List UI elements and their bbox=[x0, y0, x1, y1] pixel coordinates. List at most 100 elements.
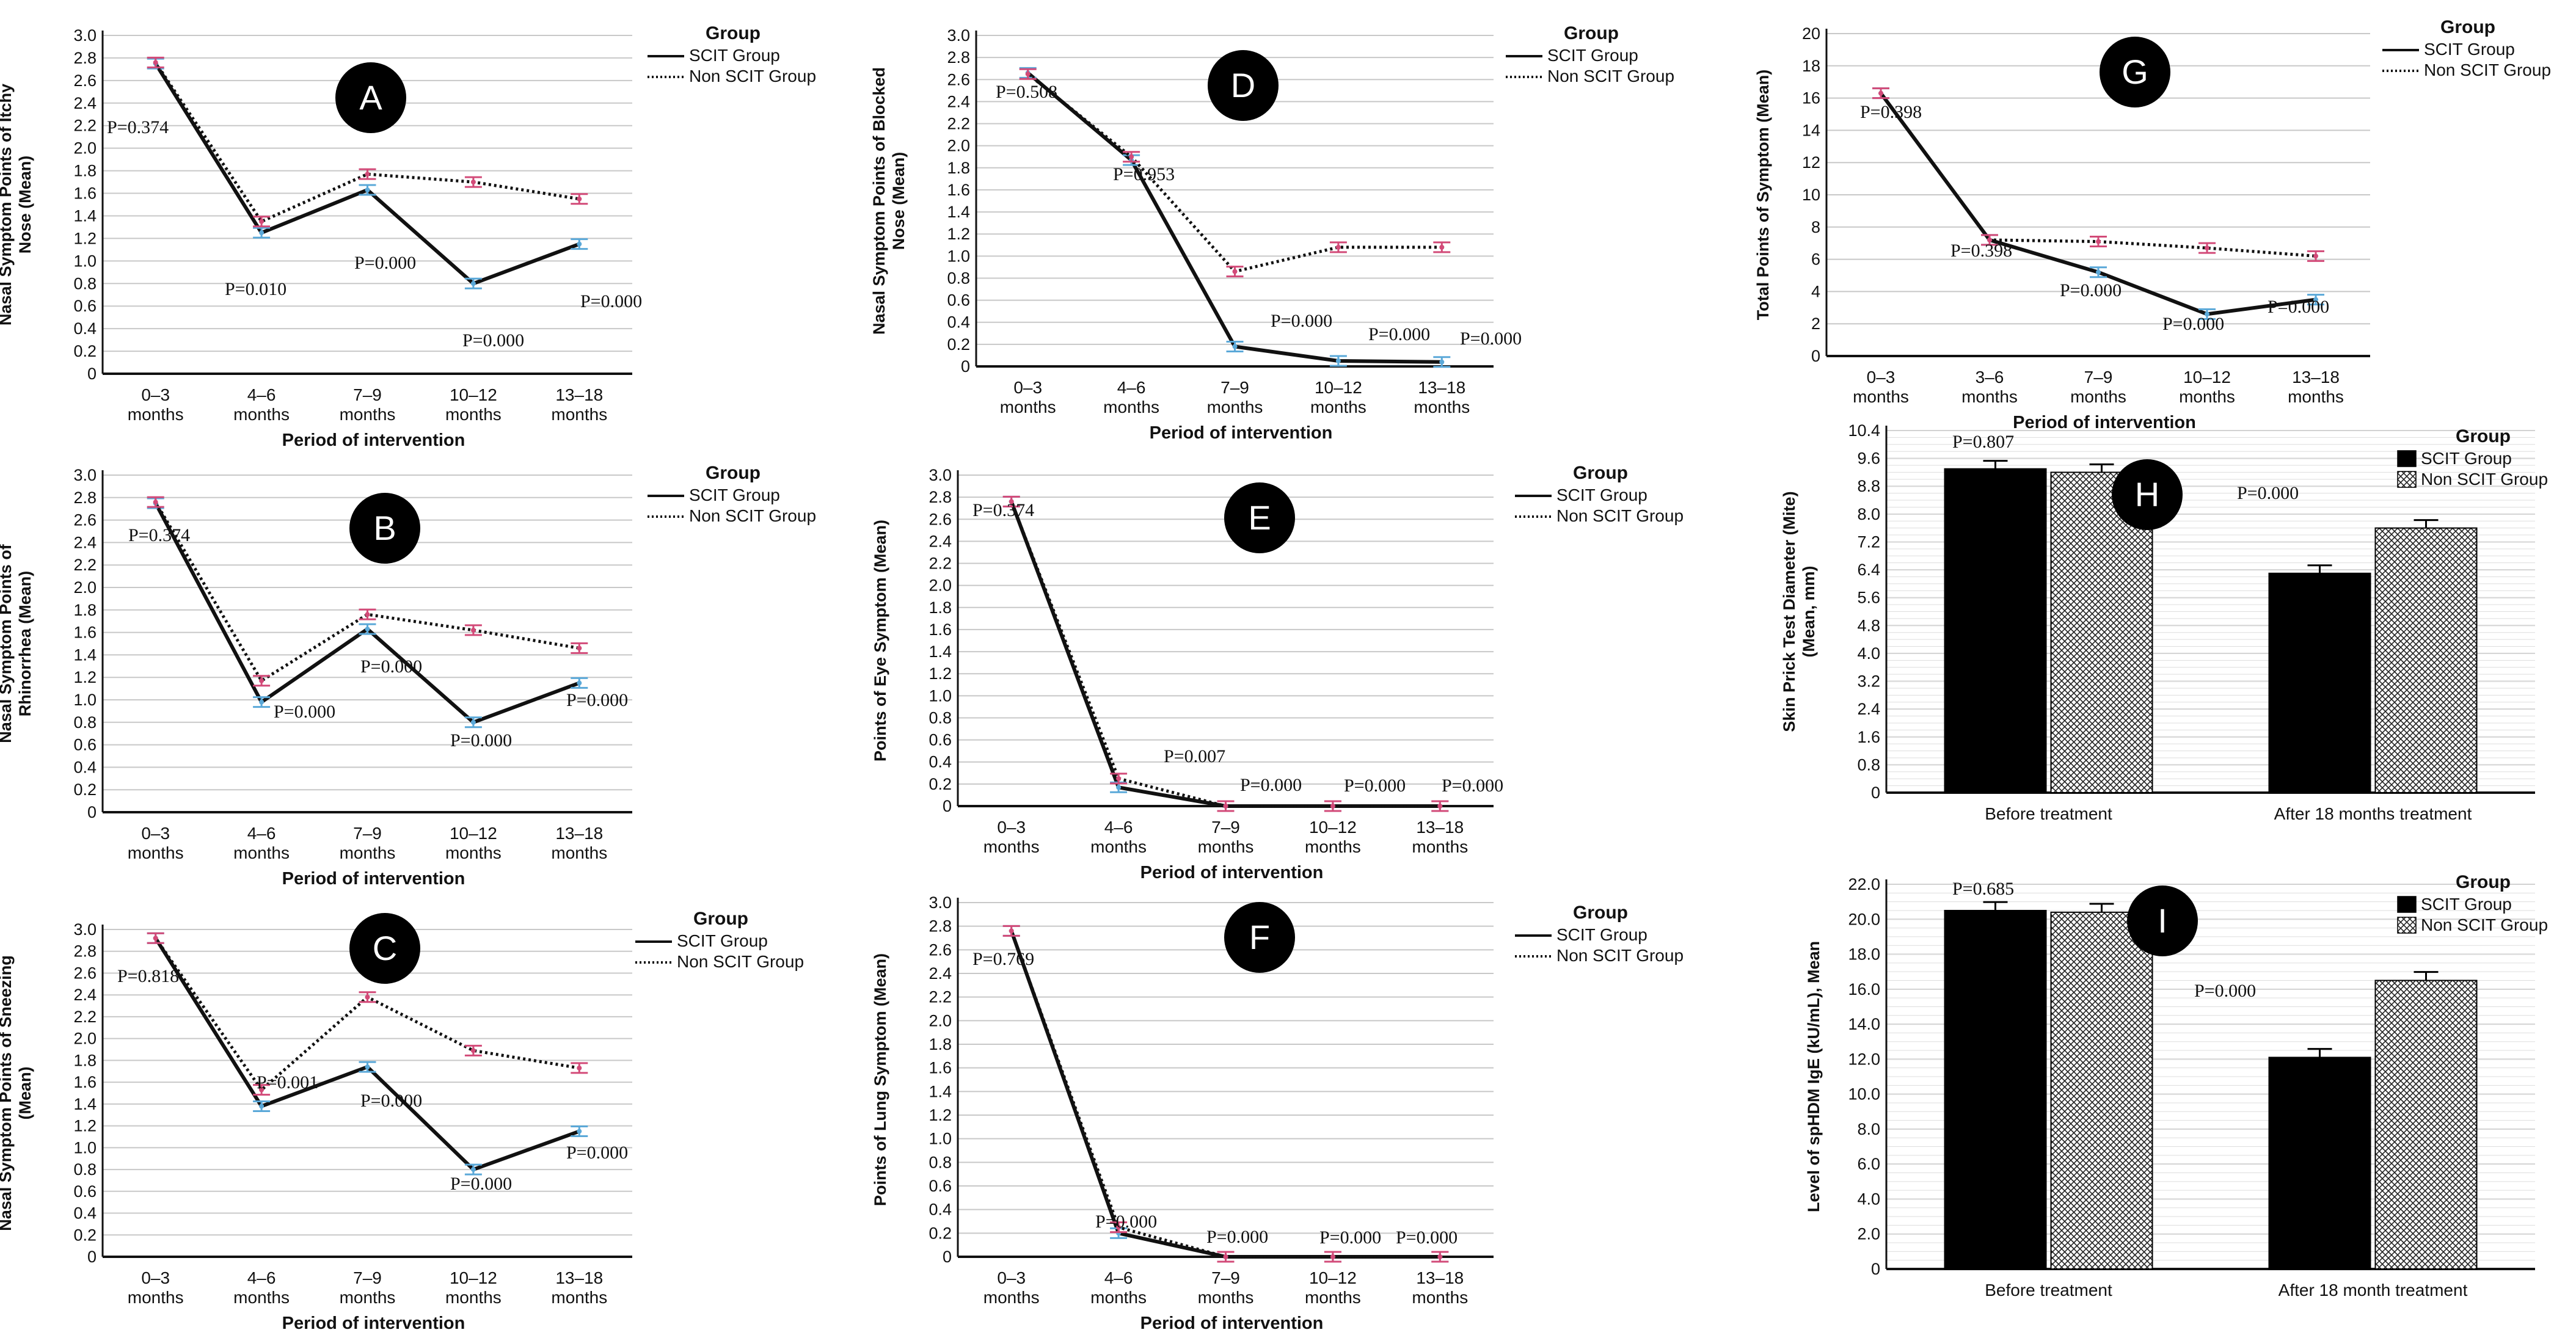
y-tick-label: 2.0 bbox=[1857, 1225, 1880, 1243]
y-tick-label: 0.4 bbox=[73, 758, 97, 776]
x-tick-label: months bbox=[445, 405, 502, 424]
y-tick-label: 10.0 bbox=[1848, 1085, 1880, 1103]
legend-label: SCIT Group bbox=[2421, 449, 2512, 468]
x-axis-label: Period of intervention bbox=[2013, 413, 2196, 432]
x-tick-label: Before treatment bbox=[1985, 804, 2112, 823]
y-tick-label: 0.4 bbox=[929, 1201, 952, 1219]
y-tick-label: 18.0 bbox=[1848, 945, 1880, 964]
x-tick-label: 10–12 bbox=[450, 824, 497, 843]
x-tick-label: 4–6 bbox=[1117, 378, 1146, 397]
non-scit-data-point bbox=[1009, 928, 1014, 934]
y-tick-label: 2.6 bbox=[73, 511, 97, 529]
p-value-label: P=0.818 bbox=[117, 966, 179, 986]
p-value-label: P=0.953 bbox=[1113, 164, 1175, 184]
x-axis-label: Period of intervention bbox=[1150, 423, 1333, 443]
x-tick-label: After 18 months treatment bbox=[2274, 804, 2472, 823]
legend: Group SCIT Group Non SCIT Group bbox=[648, 463, 816, 525]
legend-label: SCIT Group bbox=[689, 485, 780, 504]
panel-badge bbox=[349, 913, 420, 984]
y-tick-label: 1.6 bbox=[947, 181, 970, 199]
x-tick-label: months bbox=[551, 1288, 607, 1307]
p-value-label: P=0.010 bbox=[225, 279, 286, 299]
non-scit-series-line bbox=[154, 501, 580, 683]
x-axis-label: Period of intervention bbox=[282, 431, 465, 450]
y-tick-label: 0.8 bbox=[73, 274, 97, 293]
y-tick-label: 2.8 bbox=[929, 488, 952, 506]
x-tick-label: 10–12 bbox=[450, 1268, 497, 1287]
y-tick-label: 3.2 bbox=[1857, 672, 1880, 691]
non-scit-data-point bbox=[1232, 269, 1238, 274]
y-tick-label: 1.6 bbox=[73, 184, 97, 203]
non-scit-series-line bbox=[1879, 92, 2316, 258]
legend-title: Group bbox=[2456, 426, 2511, 446]
y-tick-label: 1.2 bbox=[929, 1106, 952, 1124]
legend-label: SCIT Group bbox=[1547, 46, 1638, 65]
y-axis-label: Nasal Symptom Points of Itchy bbox=[0, 84, 15, 325]
legend-title: Group bbox=[693, 909, 748, 929]
scit-data-point bbox=[1439, 359, 1445, 365]
y-tick-label: 1.2 bbox=[929, 664, 952, 683]
y-tick-label: 1.0 bbox=[73, 252, 97, 270]
y-tick-label: 1.4 bbox=[929, 1082, 952, 1100]
p-value-label: P=0.000 bbox=[1344, 776, 1406, 796]
x-tick-label: months bbox=[551, 843, 607, 862]
y-tick-label: 2.0 bbox=[73, 1030, 97, 1048]
y-tick-label: 3.0 bbox=[929, 893, 952, 912]
y-tick-label: 0 bbox=[1871, 784, 1880, 802]
panel-badge bbox=[335, 62, 406, 133]
x-tick-label: months bbox=[1305, 837, 1361, 856]
y-tick-label: 0 bbox=[87, 365, 97, 383]
x-tick-label: months bbox=[1207, 398, 1263, 416]
x-tick-label: 10–12 bbox=[1309, 1268, 1357, 1287]
y-tick-label: 8.0 bbox=[1857, 1120, 1880, 1138]
panel-badge bbox=[2112, 459, 2183, 530]
y-tick-label: 1.8 bbox=[947, 159, 970, 177]
p-value-label: P=0.000 bbox=[360, 1091, 422, 1111]
x-tick-label: 13–18 bbox=[555, 385, 603, 404]
legend-label: Non SCIT Group bbox=[1556, 946, 1684, 965]
y-tick-label: 16 bbox=[1802, 89, 1820, 107]
x-tick-label: 4–6 bbox=[247, 385, 276, 404]
y-tick-label: 1.4 bbox=[73, 206, 97, 225]
non-scit-data-point bbox=[1129, 154, 1134, 159]
y-tick-label: 1.6 bbox=[929, 1059, 952, 1077]
y-tick-label: 2.0 bbox=[947, 137, 970, 155]
x-tick-label: months bbox=[1090, 837, 1147, 856]
panel-badge bbox=[1224, 482, 1295, 553]
p-value-label: P=0.000 bbox=[2060, 280, 2122, 300]
x-axis-label: Period of intervention bbox=[282, 869, 465, 889]
scit-data-point bbox=[259, 1103, 265, 1109]
scit-series-line bbox=[1009, 930, 1440, 1259]
x-tick-label: months bbox=[233, 843, 290, 862]
x-axis-label: Period of intervention bbox=[282, 1314, 465, 1333]
y-axis-label: Nasal Symptom Points of bbox=[0, 544, 15, 743]
p-value-label: P=0.000 bbox=[2268, 297, 2329, 317]
panel-badge-letter: B bbox=[373, 509, 396, 547]
non-scit-data-point bbox=[1335, 244, 1341, 250]
y-tick-label: 0 bbox=[87, 803, 97, 821]
y-tick-label: 2.8 bbox=[73, 489, 97, 507]
y-tick-label: 2.4 bbox=[929, 532, 952, 550]
p-value-label: P=0.000 bbox=[1095, 1212, 1157, 1232]
p-value-label: P=0.398 bbox=[1950, 241, 2012, 261]
x-tick-label: months bbox=[1412, 837, 1468, 856]
non-scit-series-line bbox=[1010, 501, 1440, 808]
y-tick-label: 1.0 bbox=[929, 1130, 952, 1148]
y-tick-label: 0.8 bbox=[73, 1160, 97, 1179]
legend-swatch bbox=[2397, 471, 2417, 488]
p-value-label: P=0.000 bbox=[580, 291, 642, 311]
y-tick-label: 0 bbox=[87, 1248, 97, 1266]
panel-e: 0 0.2 0.4 0.6 0.8 1.0 1.2 1.4 1.6 1.8 2.0 2.2 2.4 2.6… bbox=[871, 463, 1684, 882]
y-tick-label: 0.4 bbox=[947, 313, 970, 332]
y-tick-label: 2.4 bbox=[947, 92, 970, 111]
panel-b: 0 0.2 0.4 0.6 0.8 1.0 1.2 1.4 1.6 1.8 2.0 2.2 2.4 2.6… bbox=[0, 463, 816, 889]
p-value-label: P=0.000 bbox=[1396, 1227, 1458, 1248]
non-scit-series-line bbox=[1010, 930, 1440, 1259]
non-scit-bar bbox=[2050, 911, 2153, 1270]
scit-data-point bbox=[259, 699, 265, 705]
legend-label: SCIT Group bbox=[689, 46, 780, 65]
x-tick-label: months bbox=[1305, 1288, 1361, 1307]
scit-data-point bbox=[470, 719, 476, 725]
panel-badge-letter: D bbox=[1231, 66, 1255, 104]
x-tick-label: months bbox=[1853, 387, 1909, 406]
